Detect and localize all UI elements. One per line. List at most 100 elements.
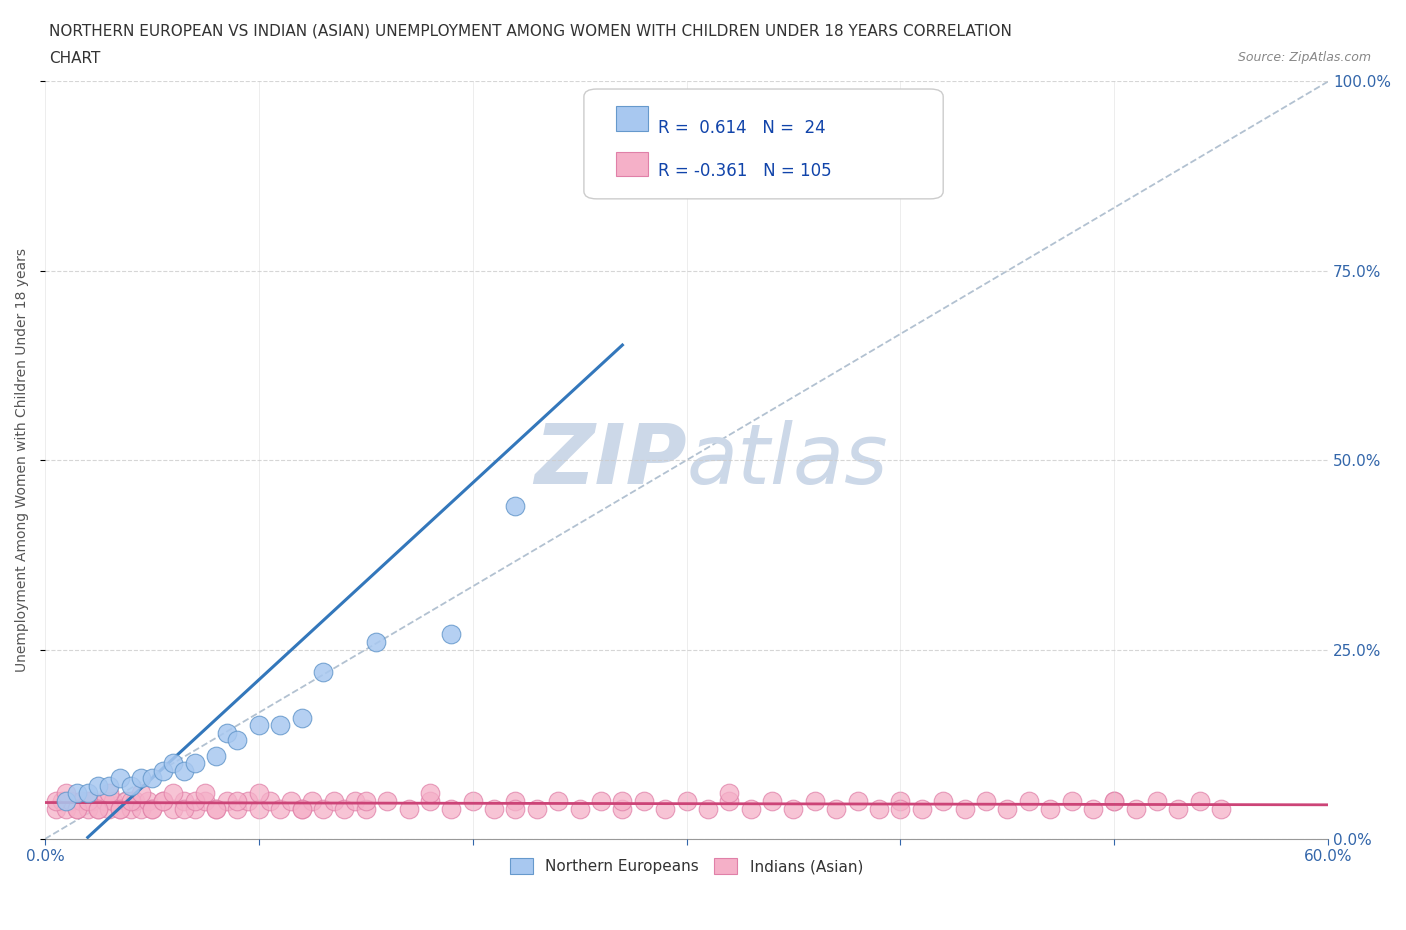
- Point: [612, 793, 634, 808]
- Point: [98, 786, 121, 801]
- Point: [1125, 801, 1147, 816]
- Point: [974, 793, 997, 808]
- Point: [120, 801, 142, 816]
- Point: [205, 801, 228, 816]
- Point: [868, 801, 890, 816]
- Point: [375, 793, 398, 808]
- Point: [547, 793, 569, 808]
- Bar: [616, 152, 648, 176]
- Point: [55, 786, 77, 801]
- Point: [247, 801, 270, 816]
- Point: [505, 498, 527, 513]
- Point: [226, 733, 249, 748]
- Text: ZIP: ZIP: [534, 419, 686, 500]
- Bar: [616, 106, 648, 131]
- Point: [301, 793, 323, 808]
- Point: [269, 718, 291, 733]
- Point: [215, 793, 238, 808]
- Point: [129, 771, 152, 786]
- Point: [183, 756, 205, 771]
- Point: [526, 801, 548, 816]
- Point: [247, 786, 270, 801]
- Point: [141, 801, 163, 816]
- Point: [103, 793, 125, 808]
- Text: R = -0.361   N = 105: R = -0.361 N = 105: [658, 163, 832, 180]
- Point: [568, 801, 591, 816]
- Point: [236, 793, 259, 808]
- Point: [911, 801, 934, 816]
- Point: [76, 793, 98, 808]
- Point: [953, 801, 976, 816]
- Point: [1060, 793, 1083, 808]
- Point: [108, 801, 131, 816]
- Point: [675, 793, 697, 808]
- Point: [280, 793, 302, 808]
- Point: [226, 801, 249, 816]
- Point: [120, 778, 142, 793]
- Point: [124, 793, 146, 808]
- Point: [312, 665, 335, 680]
- Point: [697, 801, 720, 816]
- Text: CHART: CHART: [49, 51, 101, 66]
- Point: [76, 786, 98, 801]
- Point: [173, 793, 195, 808]
- Point: [247, 718, 270, 733]
- Point: [398, 801, 420, 816]
- Point: [718, 793, 741, 808]
- Point: [259, 793, 281, 808]
- Point: [152, 793, 174, 808]
- Point: [419, 793, 441, 808]
- Point: [194, 793, 217, 808]
- Point: [1018, 793, 1040, 808]
- Point: [440, 801, 463, 816]
- Point: [482, 801, 505, 816]
- Point: [55, 793, 77, 808]
- Point: [173, 801, 195, 816]
- Point: [312, 801, 335, 816]
- Point: [162, 786, 184, 801]
- Point: [1039, 801, 1062, 816]
- Point: [194, 786, 217, 801]
- Point: [889, 793, 911, 808]
- Point: [87, 778, 110, 793]
- Point: [108, 801, 131, 816]
- Point: [205, 748, 228, 763]
- Text: NORTHERN EUROPEAN VS INDIAN (ASIAN) UNEMPLOYMENT AMONG WOMEN WITH CHILDREN UNDER: NORTHERN EUROPEAN VS INDIAN (ASIAN) UNEM…: [49, 23, 1012, 38]
- Point: [108, 771, 131, 786]
- Point: [269, 801, 291, 816]
- Point: [205, 801, 228, 816]
- Point: [804, 793, 827, 808]
- Point: [366, 634, 388, 649]
- Point: [215, 725, 238, 740]
- Point: [87, 801, 110, 816]
- Point: [120, 793, 142, 808]
- Point: [98, 778, 121, 793]
- Point: [1104, 793, 1126, 808]
- Point: [333, 801, 356, 816]
- Point: [129, 801, 152, 816]
- Text: atlas: atlas: [686, 419, 889, 500]
- Point: [1104, 793, 1126, 808]
- Point: [322, 793, 344, 808]
- Point: [66, 801, 89, 816]
- Point: [612, 135, 634, 150]
- Point: [136, 793, 159, 808]
- Point: [1146, 793, 1168, 808]
- Point: [226, 793, 249, 808]
- Point: [505, 793, 527, 808]
- Point: [183, 801, 205, 816]
- Text: Source: ZipAtlas.com: Source: ZipAtlas.com: [1237, 51, 1371, 64]
- Y-axis label: Unemployment Among Women with Children Under 18 years: Unemployment Among Women with Children U…: [15, 248, 30, 672]
- Point: [173, 764, 195, 778]
- Point: [932, 793, 955, 808]
- Point: [152, 764, 174, 778]
- Point: [291, 801, 314, 816]
- Point: [66, 786, 89, 801]
- Point: [1081, 801, 1104, 816]
- Point: [129, 786, 152, 801]
- Point: [76, 801, 98, 816]
- Point: [589, 793, 612, 808]
- Point: [633, 793, 655, 808]
- Point: [505, 801, 527, 816]
- Point: [87, 801, 110, 816]
